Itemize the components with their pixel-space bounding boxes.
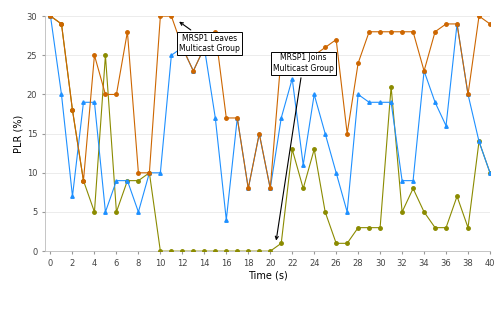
X-axis label: Time (s): Time (s) <box>248 270 288 280</box>
Text: MRSP1 Leaves
Multicast Group: MRSP1 Leaves Multicast Group <box>180 22 240 53</box>
Y-axis label: PLR (%): PLR (%) <box>14 115 24 153</box>
Text: MRSP1 Joins
Multicast Group: MRSP1 Joins Multicast Group <box>273 53 334 239</box>
